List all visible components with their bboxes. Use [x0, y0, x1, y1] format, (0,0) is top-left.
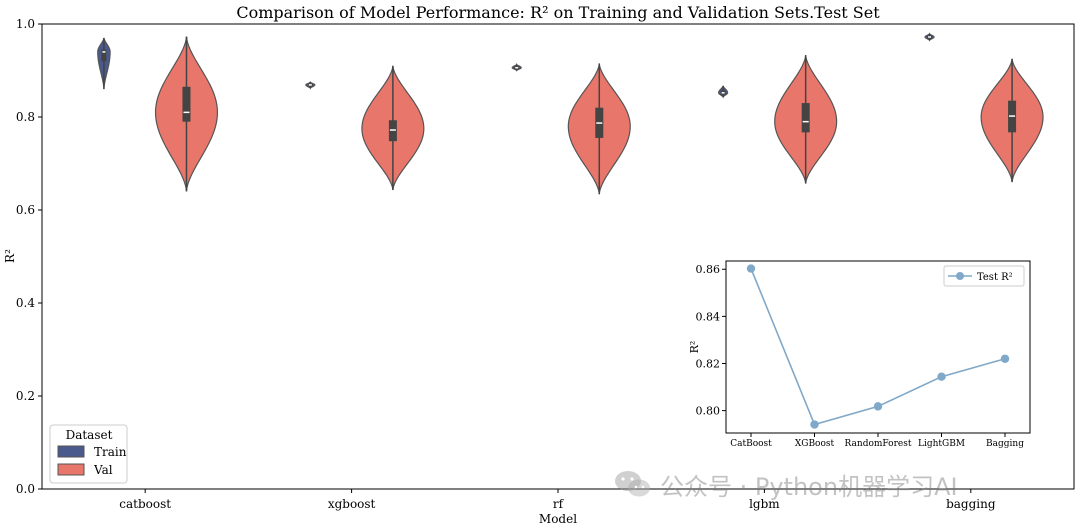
inset-legend-box: [943, 265, 1025, 287]
inset-point-randomforest: [873, 402, 883, 411]
wechat-icon: [614, 469, 652, 499]
inset-point-xgboost: [810, 420, 819, 429]
x-tick-label: bagging: [946, 497, 996, 511]
inset-chart: R² 0.80 0.82 0.84 0.86 CatBoost XGBoost Rando…: [688, 260, 1031, 449]
watermark-text: 公众号 · Python机器学习AI: [660, 472, 958, 501]
inset-y-ticks: 0.80 0.82 0.84 0.86: [696, 263, 726, 418]
y-tick-label: 1.0: [16, 17, 35, 31]
x-ticks: catboost xgboost rf lgbm bagging: [119, 489, 996, 511]
inset-legend: Test R²: [943, 265, 1025, 287]
inset-x-ticks: CatBoost XGBoost RandomForest LightGBM Baggi…: [730, 433, 1024, 449]
legend-label-val: Val: [93, 463, 113, 477]
inset-x-tick-label: LightGBM: [918, 439, 965, 449]
inset-y-tick-label: 0.80: [696, 405, 721, 418]
legend: Dataset Train Val: [49, 424, 128, 484]
inset-y-axis-label: R²: [688, 341, 701, 354]
legend-swatch-val: [57, 463, 85, 476]
watermark: 公众号 · Python机器学习AI: [614, 466, 1074, 502]
inset-y-tick-label: 0.84: [696, 310, 721, 323]
legend-title: Dataset: [66, 428, 113, 442]
inset-x-tick-label: XGBoost: [795, 439, 835, 449]
inset-point-catboost: [746, 264, 756, 273]
x-tick-label: rf: [553, 497, 565, 511]
y-tick-label: 0.0: [16, 482, 35, 496]
inset-point-bagging: [1000, 354, 1010, 363]
inset-y-tick-label: 0.82: [696, 357, 721, 370]
iqr-box-train-catboost: [101, 49, 107, 62]
legend-swatch-train: [57, 445, 85, 458]
inset-point-lightgbm: [937, 372, 946, 381]
violins: [97, 32, 1044, 195]
y-tick-label: 0.2: [16, 389, 35, 403]
inset-x-tick-label: CatBoost: [730, 439, 772, 449]
inset-legend-label: Test R²: [977, 272, 1013, 283]
y-tick-label: 0.8: [16, 110, 35, 124]
y-ticks: 0.0 0.2 0.4 0.6 0.8 1.0: [16, 17, 42, 496]
x-tick-label: xgboost: [328, 497, 376, 511]
chart-title: Comparison of Model Performance: R² on T…: [236, 3, 880, 22]
y-axis-label: R²: [3, 249, 17, 263]
x-axis-label: Model: [539, 512, 577, 526]
iqr-box-val-lgbm: [801, 103, 810, 133]
inset-y-tick-label: 0.86: [696, 263, 721, 276]
x-tick-label: catboost: [119, 497, 171, 511]
y-tick-label: 0.6: [16, 203, 35, 217]
inset-x-tick-label: Bagging: [986, 439, 1024, 449]
inset-x-tick-label: RandomForest: [845, 439, 912, 449]
inset-series: [746, 264, 1010, 429]
y-tick-label: 0.4: [16, 296, 35, 310]
iqr-box-val-catboost: [182, 86, 191, 122]
inset-legend-marker: [956, 272, 964, 280]
legend-label-train: Train: [94, 445, 127, 459]
x-tick-label: lgbm: [749, 497, 780, 511]
